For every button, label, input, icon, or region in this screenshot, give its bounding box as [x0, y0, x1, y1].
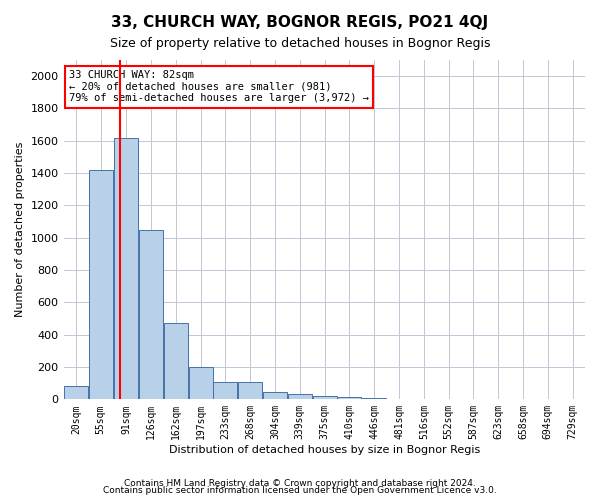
Bar	[437, 398, 461, 400]
Bar	[362, 398, 386, 400]
Bar	[313, 396, 337, 400]
Bar	[114, 138, 138, 400]
Bar	[263, 392, 287, 400]
Text: Contains public sector information licensed under the Open Government Licence v3: Contains public sector information licen…	[103, 486, 497, 495]
Text: Size of property relative to detached houses in Bognor Regis: Size of property relative to detached ho…	[110, 38, 490, 51]
Bar	[89, 170, 113, 400]
Bar	[214, 382, 238, 400]
Text: 33 CHURCH WAY: 82sqm
← 20% of detached houses are smaller (981)
79% of semi-deta: 33 CHURCH WAY: 82sqm ← 20% of detached h…	[69, 70, 369, 103]
Text: 33, CHURCH WAY, BOGNOR REGIS, PO21 4QJ: 33, CHURCH WAY, BOGNOR REGIS, PO21 4QJ	[112, 15, 488, 30]
Bar	[387, 398, 411, 400]
Bar	[288, 394, 312, 400]
Bar	[238, 382, 262, 400]
Bar	[188, 367, 212, 400]
Y-axis label: Number of detached properties: Number of detached properties	[15, 142, 25, 318]
Bar	[412, 398, 436, 400]
Text: Contains HM Land Registry data © Crown copyright and database right 2024.: Contains HM Land Registry data © Crown c…	[124, 478, 476, 488]
Bar	[64, 386, 88, 400]
X-axis label: Distribution of detached houses by size in Bognor Regis: Distribution of detached houses by size …	[169, 445, 480, 455]
Bar	[164, 324, 188, 400]
Bar	[337, 397, 361, 400]
Bar	[139, 230, 163, 400]
